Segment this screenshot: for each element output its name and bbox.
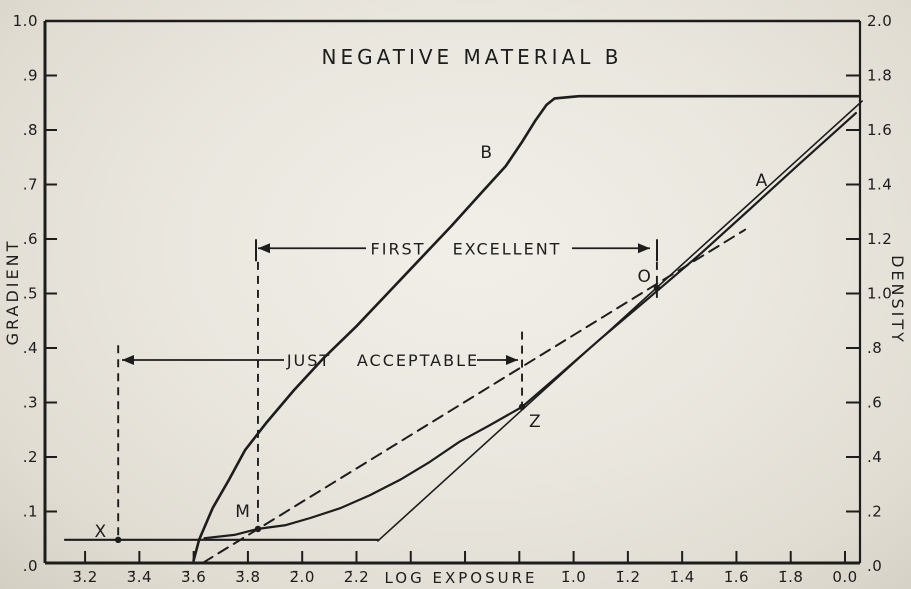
curve-tangent-through-Z-O: [377, 100, 863, 542]
x-axis-tick-label: 1̄.6: [724, 568, 749, 586]
x-axis-tick-label: 2̄.2: [344, 568, 369, 586]
x-axis-tick-label: 1̄.4: [669, 568, 694, 586]
left-axis-tick-label: .8: [23, 121, 38, 139]
x-axis-tick-label: 0.0: [832, 568, 857, 586]
point-label-Z: Z: [529, 412, 541, 432]
curve-B: [192, 94, 860, 562]
log-exposure-axis-title: LOG EXPOSURE: [384, 569, 537, 587]
range-label-word-first: EXCELLENT: [453, 239, 562, 258]
x-axis-tick-label: 1̄.0: [561, 568, 586, 586]
point-label-X: X: [95, 522, 107, 542]
left-axis-tick-label: .2: [23, 448, 38, 466]
right-axis-tick-label: .8: [867, 339, 882, 357]
point-dot-Z: [518, 403, 526, 411]
range-arrowhead-left-just: [122, 354, 134, 365]
point-dot-X: [114, 536, 122, 544]
right-axis-tick-label: 1.0: [867, 285, 892, 303]
left-axis-tick-label: .5: [23, 285, 38, 303]
curve-letter-B: B: [480, 143, 493, 163]
range-arrowhead-left-first: [258, 243, 270, 254]
right-axis-tick-label: 1.4: [867, 176, 892, 194]
point-dot-O: [653, 284, 661, 292]
x-axis-tick-label: 3̄.8: [235, 568, 260, 586]
right-axis-tick-label: .2: [867, 503, 882, 521]
range-label-word-just: ACCEPTABLE: [357, 351, 479, 370]
left-axis-tick-label: 1.0: [13, 12, 38, 30]
left-axis-tick-label: .0: [23, 557, 38, 575]
left-axis-tick-label: .3: [23, 394, 38, 412]
x-axis-tick-label: 3̄.6: [181, 568, 206, 586]
left-axis-tick-label: .1: [23, 503, 38, 521]
right-axis-tick-label: 1.6: [867, 121, 892, 139]
x-axis-tick-label: 1̄.8: [778, 568, 803, 586]
right-axis-tick-label: 1.2: [867, 230, 892, 248]
x-axis-tick-label: 3̄.2: [72, 568, 97, 586]
range-label-word-first: FIRST: [371, 239, 426, 258]
right-axis-tick-label: .6: [867, 394, 882, 412]
point-label-O: O: [638, 267, 651, 287]
plot-elements: 1.0 .9 .8 .7 .6 .5 .4 .3 .2 .1 .0 2.0 1.8 1.6 1.4 1.2 1.…: [13, 12, 892, 586]
chart-title: NEGATIVE MATERIAL B: [322, 45, 623, 69]
left-axis-tick-label: .7: [23, 176, 38, 194]
gradient-axis-title: GRADIENT: [3, 239, 22, 346]
right-axis-tick-label: 1.8: [867, 67, 892, 85]
point-dot-M: [254, 525, 262, 533]
left-axis-tick-label: .4: [23, 339, 38, 357]
right-axis-tick-label: .4: [867, 448, 882, 466]
range-arrowhead-right-first: [638, 243, 650, 254]
left-axis-tick-label: .9: [23, 67, 38, 85]
left-axis-tick-label: .6: [23, 230, 38, 248]
curve-A: [203, 111, 858, 540]
range-arrowhead-right-just: [506, 354, 518, 365]
range-label-word-just: JUST: [286, 351, 331, 370]
x-axis-tick-label: 2̄.0: [290, 568, 315, 586]
point-label-M: M: [235, 502, 250, 522]
x-axis-tick-label: 3̄.4: [127, 568, 152, 586]
curve-chord-through-M-O: [202, 228, 747, 564]
right-axis-tick-label: 2.0: [867, 12, 892, 30]
curve-letter-A: A: [756, 171, 769, 191]
x-axis-tick-label: 1̄.2: [615, 568, 640, 586]
right-axis-tick-label: .0: [867, 557, 882, 575]
density-axis-title: DENSITY: [888, 255, 907, 345]
